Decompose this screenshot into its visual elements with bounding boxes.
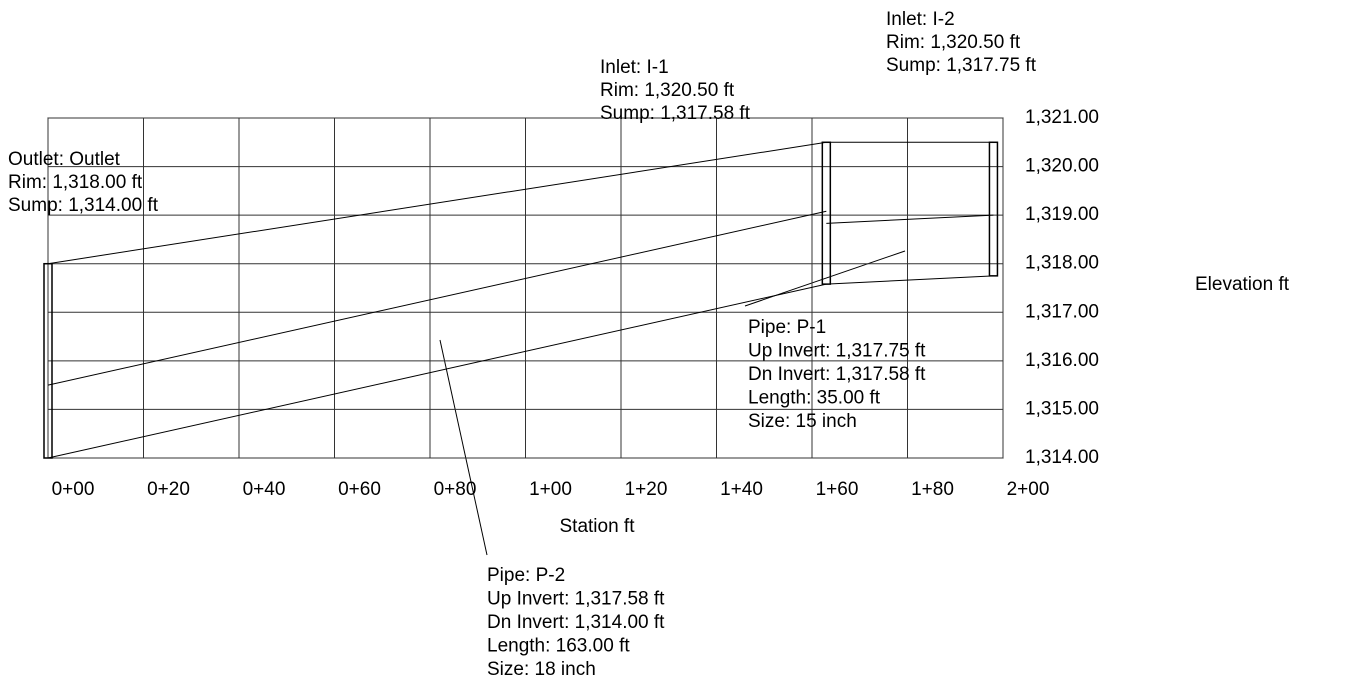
x-tick-label: 1+60	[816, 479, 859, 500]
x-tick-label: 0+20	[147, 479, 190, 500]
pipe-annotation: Pipe: P-1	[748, 317, 826, 338]
x-tick-label: 1+80	[911, 479, 954, 500]
structure-annotation: Inlet: I-1	[600, 57, 669, 78]
pipe-annotation: Length: 163.00 ft	[487, 636, 630, 657]
structure-annotation: Rim: 1,320.50 ft	[886, 32, 1021, 53]
structure-annotation: Outlet: Outlet	[8, 149, 121, 170]
y-tick-label: 1,317.00	[1025, 301, 1099, 322]
leader-line	[744, 250, 906, 307]
pipe-crown	[826, 214, 994, 224]
y-tick-label: 1,314.00	[1025, 447, 1099, 468]
y-tick-label: 1,316.00	[1025, 350, 1099, 371]
y-tick-label: 1,321.00	[1025, 107, 1099, 128]
pipe-annotation: Length: 35.00 ft	[748, 388, 881, 409]
x-tick-label: 0+60	[338, 479, 381, 500]
leader-line	[439, 339, 488, 556]
ground-line	[47, 141, 994, 265]
y-tick-label: 1,320.00	[1025, 156, 1099, 177]
structure	[821, 141, 832, 285]
pipe-invert	[47, 283, 827, 459]
pipe-annotation: Size: 18 inch	[487, 659, 596, 680]
x-tick-label: 1+00	[529, 479, 572, 500]
pipe-crown	[47, 210, 827, 386]
pipe-annotation: Dn Invert: 1,317.58 ft	[748, 364, 926, 385]
structure	[988, 141, 999, 277]
x-tick-label: 0+80	[434, 479, 477, 500]
structure-annotation: Sump: 1,314.00 ft	[8, 195, 159, 216]
pipe-annotation: Size: 15 inch	[748, 411, 857, 432]
structure-annotation: Sump: 1,317.58 ft	[600, 103, 751, 124]
pipe-annotation: Up Invert: 1,317.75 ft	[748, 341, 926, 362]
pipe-annotation: Dn Invert: 1,314.00 ft	[487, 612, 665, 633]
x-tick-label: 1+40	[720, 479, 763, 500]
x-tick-label: 0+00	[52, 479, 95, 500]
x-axis-label: Station ft	[560, 516, 636, 537]
y-tick-label: 1,315.00	[1025, 398, 1099, 419]
x-tick-label: 1+20	[625, 479, 668, 500]
y-tick-label: 1,318.00	[1025, 253, 1099, 274]
structure-annotation: Sump: 1,317.75 ft	[886, 55, 1037, 76]
structure-annotation: Rim: 1,318.00 ft	[8, 172, 143, 193]
x-tick-label: 2+00	[1007, 479, 1050, 500]
y-tick-label: 1,319.00	[1025, 204, 1099, 225]
structure-annotation: Inlet: I-2	[886, 9, 955, 30]
pipe-annotation: Pipe: P-2	[487, 565, 565, 586]
y-axis-label: Elevation ft	[1195, 274, 1290, 295]
pipe-annotation: Up Invert: 1,317.58 ft	[487, 589, 665, 610]
x-tick-label: 0+40	[243, 479, 286, 500]
structure-annotation: Rim: 1,320.50 ft	[600, 80, 735, 101]
pipe-invert	[826, 275, 994, 285]
